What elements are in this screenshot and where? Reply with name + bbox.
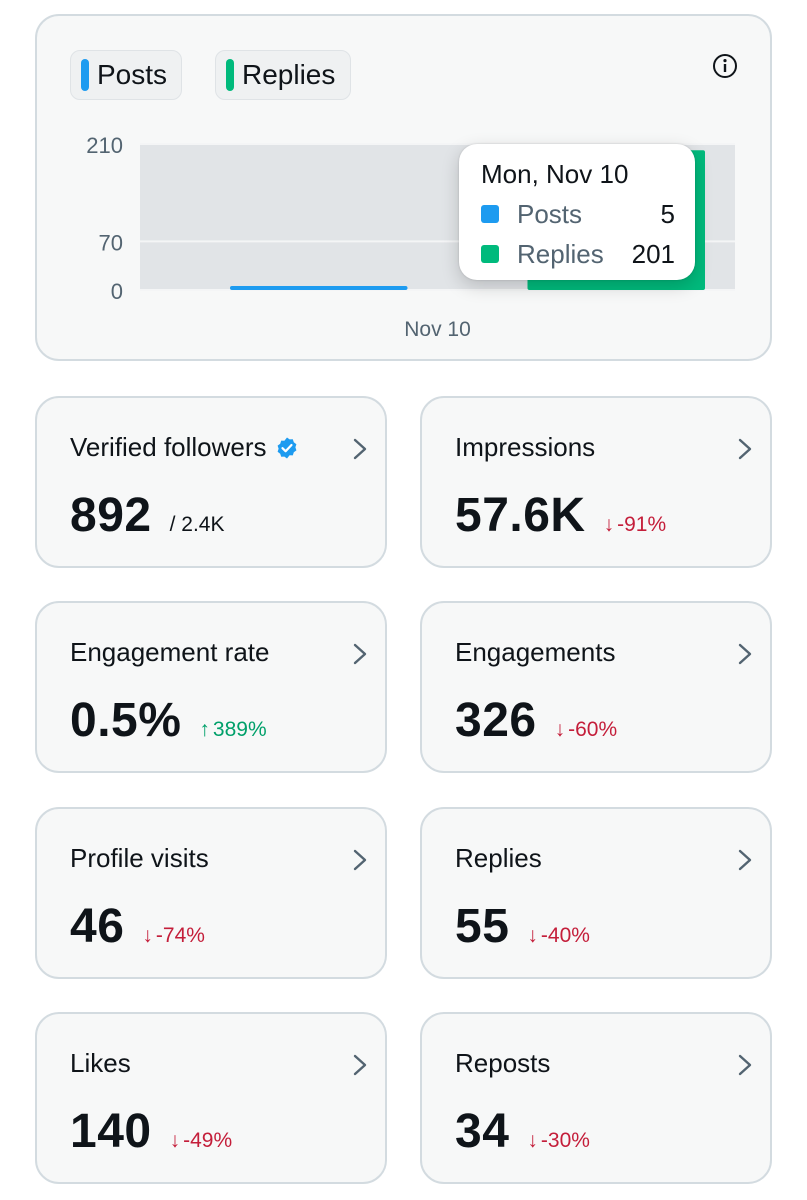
stat-title-row: Engagements [455, 637, 615, 668]
stat-change: ↓ -60% [555, 718, 618, 742]
stat-title: Reposts [455, 1048, 551, 1078]
stat-value: 34 [455, 1105, 510, 1158]
chevron-right-icon [738, 438, 752, 460]
stat-value: 0.5% [70, 694, 182, 747]
stat-value-row: 140 ↓ -49% [70, 1104, 232, 1159]
stat-value-row: 892 / 2.4K [70, 488, 224, 543]
stat-total: / 2.4K [169, 513, 225, 536]
tooltip-replies-swatch [481, 245, 499, 263]
stat-value-row: 326 ↓ -60% [455, 693, 617, 748]
arrow-down-icon: ↓ [169, 1129, 181, 1152]
stat-value: 57.6K [455, 489, 586, 542]
stat-title: Engagements [455, 637, 616, 667]
legend-replies-chip[interactable]: Replies [215, 50, 351, 100]
stat-value-row: 57.6K ↓ -91% [455, 488, 666, 543]
y-tick-label: 70 [99, 230, 123, 255]
stat-change-value: -49% [183, 1129, 233, 1152]
stat-value: 46 [70, 900, 125, 953]
chart-tooltip: Mon, Nov 10 Posts 5 Replies 201 [459, 144, 695, 280]
x-tick-label: Nov 10 [404, 318, 471, 341]
stat-card-engagements[interactable]: Engagements 326 ↓ -60% [420, 601, 772, 773]
arrow-down-icon: ↓ [142, 924, 153, 947]
stat-value: 140 [70, 1105, 152, 1158]
y-tick-label: 0 [111, 279, 123, 304]
chevron-right-icon [353, 643, 367, 665]
replies-swatch [226, 59, 234, 91]
chevron-right-icon [738, 1054, 752, 1076]
stat-title: Replies [455, 843, 542, 873]
stat-change: ↓ -49% [170, 1129, 233, 1153]
stat-change: ↓ -74% [142, 924, 205, 948]
stat-change-value: 389% [212, 718, 267, 741]
stat-change-value: -74% [155, 924, 205, 947]
chevron-right-icon [353, 438, 367, 460]
stat-value-row: 34 ↓ -30% [455, 1104, 590, 1159]
arrow-up-icon: ↑ [199, 718, 210, 741]
stat-change-value: -60% [568, 718, 618, 741]
bar-posts [230, 286, 408, 290]
tooltip-row-replies: Replies 201 [481, 234, 675, 274]
chevron-right-icon [353, 849, 367, 871]
stat-value-row: 55 ↓ -40% [455, 899, 590, 954]
stat-change: ↓ -91% [604, 513, 667, 537]
stat-title-row: Profile visits [70, 843, 209, 874]
stat-card-profile-visits[interactable]: Profile visits 46 ↓ -74% [35, 807, 387, 979]
tooltip-posts-swatch [481, 205, 499, 223]
stat-value: 326 [455, 694, 537, 747]
stat-value: 55 [455, 900, 510, 953]
chevron-right-icon [353, 1054, 367, 1076]
arrow-down-icon: ↓ [527, 1129, 538, 1152]
tooltip-posts-value: 5 [660, 198, 675, 229]
chevron-right-icon [738, 643, 752, 665]
stat-title-row: Verified followers [70, 432, 299, 463]
stat-change: ↓ -40% [527, 924, 590, 948]
verified-badge-icon [277, 437, 296, 458]
stat-change-value: -30% [540, 1129, 590, 1152]
stat-change: ↑ 389% [199, 718, 266, 742]
chevron-right-icon [738, 849, 752, 871]
y-tick-label: 210 [86, 133, 123, 158]
info-circle-icon[interactable] [712, 53, 738, 79]
tooltip-row-posts: Posts 5 [481, 194, 675, 234]
stat-card-verified-followers[interactable]: Verified followers 892 / 2.4K [35, 396, 387, 568]
legend-posts-label: Posts [97, 59, 168, 90]
tooltip-replies-value: 201 [631, 238, 675, 269]
stat-title-row: Reposts [455, 1048, 550, 1079]
stat-title: Likes [70, 1048, 131, 1078]
stat-card-replies[interactable]: Replies 55 ↓ -40% [420, 807, 772, 979]
stat-title: Profile visits [70, 843, 209, 873]
posts-swatch [81, 59, 89, 91]
tooltip-replies-label: Replies [517, 238, 604, 269]
legend-replies-label: Replies [242, 59, 336, 90]
arrow-down-icon: ↓ [527, 924, 538, 947]
stat-value: 892 [70, 489, 152, 542]
activity-chart-card: Posts Replies 210 70 0 Nov 10 Mon, Nov 10 P… [35, 14, 772, 361]
legend-posts-chip[interactable]: Posts [70, 50, 182, 100]
stat-title: Engagement rate [70, 637, 270, 667]
stat-title: Impressions [455, 432, 596, 462]
stat-card-engagement-rate[interactable]: Engagement rate 0.5% ↑ 389% [35, 601, 387, 773]
stat-title-row: Replies [455, 843, 542, 874]
stat-card-likes[interactable]: Likes 140 ↓ -49% [35, 1012, 387, 1184]
stat-card-impressions[interactable]: Impressions 57.6K ↓ -91% [420, 396, 772, 568]
tooltip-date: Mon, Nov 10 [481, 159, 629, 189]
arrow-down-icon: ↓ [603, 513, 615, 536]
stat-title-row: Likes [70, 1048, 131, 1079]
tooltip-posts-label: Posts [517, 198, 583, 229]
stat-change-value: -40% [540, 924, 590, 947]
stat-value-row: 0.5% ↑ 389% [70, 693, 267, 748]
stat-card-reposts[interactable]: Reposts 34 ↓ -30% [420, 1012, 772, 1184]
arrow-down-icon: ↓ [554, 718, 566, 741]
stat-title-row: Engagement rate [70, 637, 269, 668]
stat-change-value: -91% [617, 513, 667, 536]
stat-value-row: 46 ↓ -74% [70, 899, 205, 954]
stat-title: Verified followers [70, 432, 267, 462]
stat-change: ↓ -30% [527, 1129, 590, 1153]
stat-title-row: Impressions [455, 432, 595, 463]
